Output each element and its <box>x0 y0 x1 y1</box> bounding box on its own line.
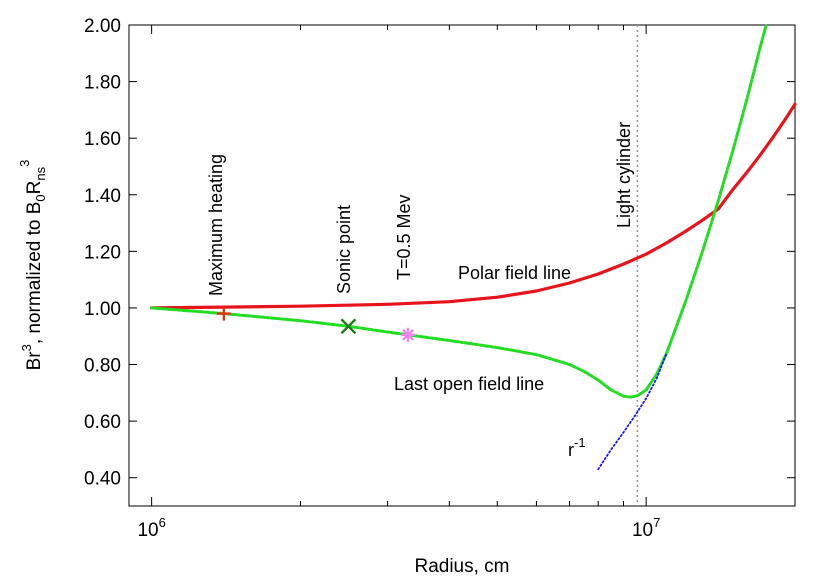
y-tick-label: 0.60 <box>84 412 121 433</box>
y-axis-label: Br3, normalized to B0Rns3 <box>17 160 48 371</box>
marker-maximum-heating <box>216 306 231 321</box>
x-axis-ticks: 106 107 <box>128 25 796 541</box>
series-layer <box>150 23 797 471</box>
x-axis-label: Radius, cm <box>414 556 509 577</box>
annotation-light-cylinder: Light cylinder <box>614 122 634 228</box>
y-tick-label: 1.40 <box>84 186 121 207</box>
y-tick-label: 0.40 <box>84 469 121 490</box>
plot-frame <box>128 24 796 507</box>
annotation-sonic-point: Sonic point <box>334 205 354 294</box>
y-axis-ticks: 0.40 0.60 0.80 1.00 1.20 1.40 1.60 1.80 2.00 <box>84 16 795 490</box>
y-tick-label: 1.60 <box>84 129 121 150</box>
marker-sonic-point <box>340 318 357 335</box>
y-tick-label: 0.80 <box>84 356 121 377</box>
series-last-open-field-line-line <box>150 23 768 399</box>
series-r-1-line <box>597 352 668 471</box>
marker-t-0-5-mev <box>401 327 416 342</box>
annotation-polar-field-line: Polar field line <box>458 263 571 283</box>
x-tick-label: 107 <box>632 515 660 541</box>
annotation-maximum-heating: Maximum heating <box>206 154 226 296</box>
series-polar-field-line-line <box>150 102 797 310</box>
y-tick-label: 1.00 <box>84 299 121 320</box>
annotation-temperature: T=0.5 Mev <box>394 194 414 280</box>
y-tick-label: 1.80 <box>84 73 121 94</box>
annotation-last-open-field-line: Last open field line <box>394 374 544 394</box>
markers-layer <box>216 306 416 342</box>
annotation-r-inverse: r-1 <box>568 435 586 460</box>
y-tick-label: 1.20 <box>84 242 121 263</box>
x-tick-label: 106 <box>137 515 165 541</box>
y-tick-label: 2.00 <box>84 16 121 37</box>
